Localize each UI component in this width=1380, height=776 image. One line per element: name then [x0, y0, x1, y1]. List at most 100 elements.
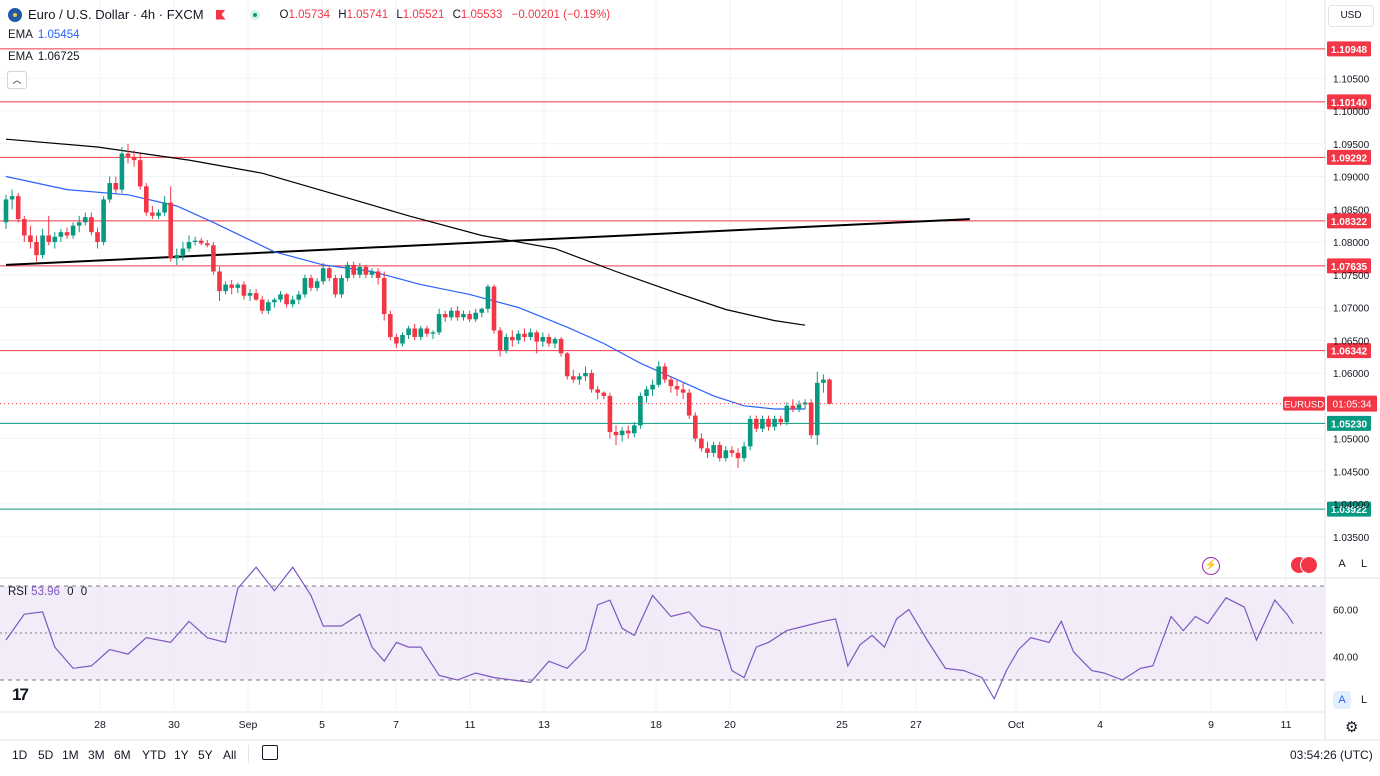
ema-slow-legend[interactable]: EMA 1.06725 [8, 51, 80, 63]
candle-body [22, 219, 27, 236]
candle-body [302, 278, 308, 295]
candle-body [729, 450, 735, 453]
candle-body [778, 418, 783, 423]
timeframe-1y[interactable]: 1Y [174, 748, 189, 762]
candle-body [119, 153, 125, 190]
candle-body [760, 418, 765, 429]
lightning-icon[interactable]: ⚡ [1202, 557, 1220, 575]
timeframe-1d[interactable]: 1D [12, 748, 28, 762]
calendar-icon[interactable] [262, 745, 278, 760]
utc-clock[interactable]: 03:54:26 (UTC) [1290, 748, 1373, 762]
candle-body [613, 431, 619, 436]
rsi-legend[interactable]: RSI 53.96 0 0 [8, 586, 88, 598]
timeframe-5d[interactable]: 5D [38, 748, 54, 762]
rsi-tick-label: 60.00 [1333, 606, 1358, 617]
ohlc-readout: O1.05734 H1.05741 L1.05521 C1.05533 −0.0… [279, 8, 611, 21]
rsi-auto-scale-button[interactable]: A [1333, 691, 1351, 709]
time-tick-label: 5 [319, 719, 325, 731]
timeframe-6m[interactable]: 6M [114, 748, 131, 762]
candle-body [790, 405, 796, 410]
candle-body [424, 328, 430, 334]
candle-body [583, 373, 588, 377]
time-tick-label: 13 [538, 719, 550, 731]
market-open-icon [249, 9, 260, 20]
candle-body [247, 293, 253, 296]
time-tick-label: 30 [168, 719, 180, 731]
symbol-title[interactable]: Euro / U.S. Dollar · 4h · FXCM [28, 7, 204, 22]
candle-body [723, 450, 729, 459]
timeframe-1m[interactable]: 1M [62, 748, 79, 762]
candle-body [101, 199, 106, 242]
auto-scale-button[interactable]: A [1338, 558, 1346, 570]
candle-body [674, 386, 680, 390]
gear-icon[interactable]: ⚙ [1345, 719, 1359, 736]
price-tick-label: 1.07500 [1333, 271, 1370, 282]
candle-body [534, 332, 539, 342]
candle-body [430, 332, 436, 334]
candle-body [363, 266, 369, 275]
timeframe-ytd[interactable]: YTD [142, 748, 166, 762]
price-tick-label: 1.09500 [1333, 140, 1370, 151]
chart-header: Euro / U.S. Dollar · 4h · FXCM O1.05734 … [8, 7, 610, 22]
horizontal-levels[interactable]: 1.10948 1.10140 1.09292 1.08322 1.07635 1.063… [0, 41, 1371, 517]
candle-body [656, 366, 661, 385]
candle-body [52, 236, 58, 242]
candle-body [394, 336, 399, 344]
timeframe-5y[interactable]: 5Y [198, 748, 213, 762]
candle-body [644, 389, 649, 396]
candle-body [589, 373, 594, 390]
candle-body [766, 418, 771, 427]
level-label: 1.07635 [1331, 262, 1368, 273]
candle-body [577, 376, 582, 380]
candle-body [802, 402, 808, 405]
candle-body [174, 255, 180, 259]
candle-body [808, 402, 814, 436]
rsi-line [5, 566, 1294, 701]
candle-body [449, 310, 454, 318]
candle-body [741, 446, 747, 459]
time-axis[interactable]: 28 30 Sep 5 7 11 13 18 20 25 27 Oct 4 9 11 [94, 719, 1291, 731]
rsi-log-scale-button[interactable]: L [1360, 694, 1368, 706]
price-tick-label: 1.10000 [1333, 107, 1370, 118]
candle-body [711, 445, 716, 453]
candle-body [607, 395, 613, 432]
timeframe-3m[interactable]: 3M [88, 748, 105, 762]
rsi-pane: 60.00 40.00 [0, 566, 1358, 701]
log-scale-button[interactable]: L [1360, 558, 1368, 570]
price-tick-label: 1.09000 [1333, 173, 1370, 184]
ema-fast-legend[interactable]: EMA 1.05454 [8, 29, 80, 41]
candle-body [333, 278, 338, 295]
events-flags-icon[interactable] [1290, 556, 1320, 574]
chevron-up-icon[interactable]: ︿ [7, 71, 27, 89]
candle-body [76, 222, 82, 226]
time-tick-label: 28 [94, 719, 106, 731]
candle-body [351, 264, 356, 275]
candle-body [735, 452, 741, 459]
candle-body [467, 314, 472, 320]
candle-body [668, 379, 674, 387]
timeframe-all[interactable]: All [223, 748, 237, 762]
level-tag [1327, 213, 1371, 229]
currency-selector[interactable]: USD [1328, 5, 1374, 27]
price-axis[interactable]: 1.10500 1.10000 1.09500 1.09000 1.08500 1.080… [0, 74, 1377, 544]
candle-body [412, 328, 417, 337]
time-tick-label: 25 [836, 719, 848, 731]
candle-body [186, 242, 192, 249]
level-tag [1327, 41, 1371, 57]
level-label: 1.05230 [1331, 419, 1368, 430]
candle-body [205, 243, 210, 246]
candle-body [223, 284, 228, 292]
candle-body [375, 271, 381, 279]
flag-marker-icon[interactable] [215, 9, 226, 20]
tradingview-logo[interactable]: 17 [12, 685, 29, 704]
candle-body [296, 294, 302, 300]
ema-slow-line [5, 138, 806, 326]
candle-body [821, 379, 826, 383]
price-tick-label: 1.04500 [1333, 467, 1370, 478]
level-tag [1327, 94, 1371, 110]
price-tick-label: 1.04000 [1333, 500, 1370, 511]
candle-body [339, 278, 344, 295]
candle-body [314, 281, 320, 288]
time-tick-label: 27 [910, 719, 922, 731]
